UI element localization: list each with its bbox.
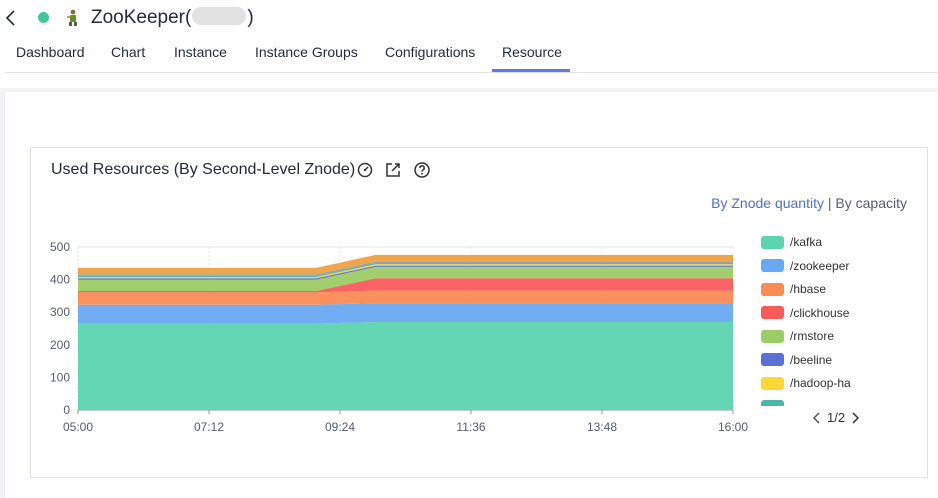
legend-prev-page-icon[interactable] bbox=[811, 411, 823, 425]
legend-page-indicator: 1/2 bbox=[827, 410, 846, 425]
back-arrow-icon[interactable] bbox=[4, 7, 18, 29]
switch-separator: | bbox=[827, 195, 832, 211]
help-icon[interactable] bbox=[413, 161, 431, 179]
legend-label: /clickhouse bbox=[790, 305, 850, 320]
tab-divider bbox=[5, 72, 938, 73]
card-title: Used Resources (By Second-Level Znode) bbox=[51, 161, 356, 178]
x-tick-label: 11:36 bbox=[456, 420, 485, 434]
legend-label: /rmstore bbox=[790, 329, 835, 343]
by-znode-quantity-link[interactable]: By Znode quantity bbox=[711, 195, 824, 211]
x-tick-label: 09:24 bbox=[325, 420, 355, 434]
legend-swatch bbox=[761, 329, 784, 343]
legend-swatch bbox=[761, 400, 784, 406]
area-series-hbase bbox=[78, 290, 733, 305]
legend-next-page-icon[interactable] bbox=[849, 411, 861, 425]
tab-chart[interactable]: Chart bbox=[111, 44, 146, 60]
x-tick-label: 07:12 bbox=[194, 420, 224, 434]
legend-pager: 1/2 bbox=[811, 410, 861, 425]
by-capacity-link[interactable]: By capacity bbox=[835, 195, 907, 211]
y-tick-label: 500 bbox=[50, 240, 70, 254]
view-mode-switch: By Znode quantity | By capacity bbox=[711, 195, 907, 211]
page-header: ZooKeeper() Dashboard Chart Instance Ins… bbox=[0, 0, 938, 88]
used-resources-card: Used Resources (By Second-Level Znode) B… bbox=[30, 147, 928, 478]
y-tick-label: 400 bbox=[50, 273, 70, 287]
page-title: ZooKeeper() bbox=[91, 7, 254, 28]
area-series-zookeeper bbox=[78, 303, 733, 324]
chart-legend: /kafka/zookeeper/hbase/clickhouse/rmstor… bbox=[761, 234, 911, 406]
legend-item[interactable]: /hbase bbox=[761, 281, 826, 297]
tab-resource[interactable]: Resource bbox=[502, 44, 562, 60]
tab-bar: Dashboard Chart Instance Instance Groups… bbox=[0, 36, 938, 72]
legend-item[interactable]: /kafka bbox=[761, 234, 822, 250]
tab-instance-groups[interactable]: Instance Groups bbox=[255, 44, 358, 60]
legend-label: /hadoop-ha bbox=[790, 376, 851, 390]
legend-swatch bbox=[761, 306, 784, 319]
y-tick-label: 200 bbox=[50, 338, 70, 352]
legend-item[interactable]: /rmstore bbox=[761, 328, 834, 344]
area-series-kafka bbox=[78, 321, 733, 410]
tab-configurations[interactable]: Configurations bbox=[385, 44, 476, 60]
active-tab-indicator bbox=[492, 69, 570, 72]
legend-swatch bbox=[761, 235, 784, 249]
x-tick-label: 05:00 bbox=[63, 420, 93, 434]
legend-item[interactable]: /beeline bbox=[761, 352, 832, 368]
area-series-rmstore bbox=[78, 266, 733, 292]
legend-item[interactable]: /zookeeper bbox=[761, 258, 849, 274]
zookeeper-service-icon bbox=[67, 9, 77, 26]
legend-swatch bbox=[761, 282, 784, 296]
legend-label: /beeline bbox=[790, 352, 833, 367]
area-series-clickhouse bbox=[78, 278, 733, 293]
y-tick-label: 100 bbox=[50, 370, 70, 384]
status-dot-icon bbox=[38, 12, 49, 23]
refresh-gauge-icon[interactable] bbox=[356, 161, 374, 179]
x-tick-label: 13:48 bbox=[587, 420, 617, 434]
legend-item[interactable]: /hadoop-ha bbox=[761, 375, 851, 391]
legend-item[interactable]: /clickhouse bbox=[761, 305, 849, 321]
legend-swatch bbox=[761, 353, 784, 366]
legend-item[interactable] bbox=[761, 399, 790, 406]
legend-label: /zookeeper bbox=[790, 258, 850, 273]
y-tick-label: 300 bbox=[50, 305, 70, 319]
legend-label: /hbase bbox=[790, 282, 827, 296]
stacked-area-chart: 0 100 200 300 400 500 05:00 07:12 09:24 11:36 13:4… bbox=[50, 240, 748, 434]
legend-label: /kafka bbox=[790, 235, 823, 249]
open-in-new-window-icon[interactable] bbox=[384, 161, 402, 179]
tab-instance[interactable]: Instance bbox=[174, 44, 227, 60]
y-tick-label: 0 bbox=[63, 403, 70, 417]
legend-swatch bbox=[761, 259, 784, 272]
redacted-cluster-name bbox=[192, 7, 247, 25]
legend-swatch bbox=[761, 376, 784, 390]
area-series-series-10 bbox=[78, 254, 733, 275]
x-tick-label: 16:00 bbox=[718, 420, 748, 434]
tab-dashboard[interactable]: Dashboard bbox=[16, 44, 85, 60]
